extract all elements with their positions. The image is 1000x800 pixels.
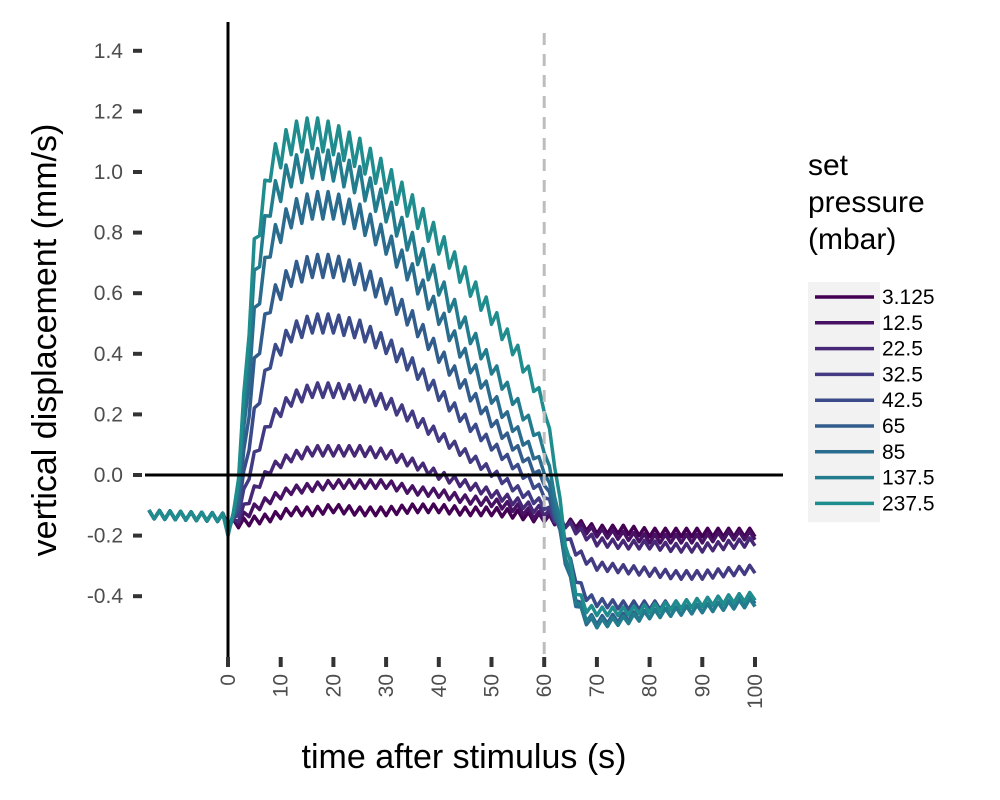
series-line-237.5 bbox=[147, 116, 757, 618]
y-axis-title: vertical displacement (mm/s) bbox=[26, 124, 64, 557]
y-tick-label: -0.2 bbox=[87, 525, 123, 548]
legend-label: 3.125 bbox=[882, 286, 935, 309]
x-tick-label: 30 bbox=[375, 674, 398, 697]
y-tick-label: 1.2 bbox=[94, 100, 123, 123]
x-tick-label: 100 bbox=[744, 674, 767, 709]
series-line-137.5 bbox=[147, 146, 757, 630]
x-tick-label: 20 bbox=[322, 674, 345, 697]
legend-label: 137.5 bbox=[882, 467, 935, 490]
y-axis-ticks: 1.4 1.2 1.0 0.8 0.6 0.4 0.2 0.0 -0.2 -0.4 bbox=[87, 40, 142, 608]
x-tick-label: 90 bbox=[691, 674, 714, 697]
y-tick-label: 0.2 bbox=[94, 403, 123, 426]
legend-key-background bbox=[808, 282, 880, 523]
x-tick-label: 0 bbox=[217, 674, 240, 686]
legend-label: 12.5 bbox=[882, 312, 923, 335]
series-lines bbox=[147, 116, 757, 630]
x-tick-label: 50 bbox=[481, 674, 504, 697]
x-tick-label: 10 bbox=[270, 674, 293, 697]
x-axis-ticks: 0 10 20 30 40 50 60 70 80 90 100 bbox=[217, 657, 767, 709]
x-tick-label: 60 bbox=[533, 674, 556, 697]
legend-label: 32.5 bbox=[882, 363, 923, 386]
legend-label: 65 bbox=[882, 415, 905, 438]
legend-label: 85 bbox=[882, 441, 905, 464]
series-line-12.5 bbox=[147, 478, 757, 545]
legend: set pressure (mbar) 3.125 12.5 22.532.5 42.5 6… bbox=[808, 149, 935, 523]
y-tick-label: 0.4 bbox=[94, 343, 124, 366]
series-line-3.125 bbox=[147, 502, 757, 539]
x-tick-label: 40 bbox=[428, 674, 451, 697]
x-tick-label: 80 bbox=[639, 674, 662, 697]
y-tick-label: 0.8 bbox=[94, 222, 123, 245]
y-tick-label: 0.0 bbox=[94, 464, 123, 487]
x-tick-label: 70 bbox=[586, 674, 609, 697]
legend-label: 42.5 bbox=[882, 389, 923, 412]
legend-title: set pressure (mbar) bbox=[808, 149, 925, 256]
series-line-22.5 bbox=[147, 443, 757, 554]
y-tick-label: 1.4 bbox=[94, 40, 124, 63]
y-tick-label: 1.0 bbox=[94, 161, 123, 184]
legend-label: 237.5 bbox=[882, 492, 935, 515]
y-tick-label: 0.6 bbox=[94, 282, 123, 305]
reference-lines bbox=[145, 22, 783, 663]
legend-label: 22.5 bbox=[882, 338, 923, 361]
y-tick-label: -0.4 bbox=[87, 585, 124, 608]
x-axis-title: time after stimulus (s) bbox=[302, 738, 627, 776]
